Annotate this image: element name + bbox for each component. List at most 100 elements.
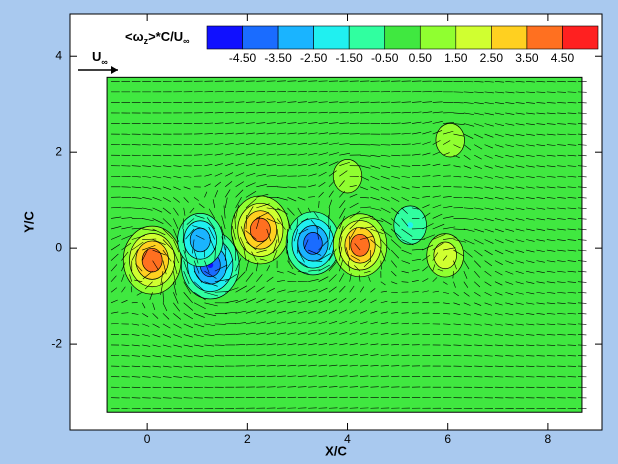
velocity-vector <box>121 344 130 346</box>
velocity-vector <box>411 258 421 261</box>
velocity-vector <box>121 355 130 357</box>
velocity-vector <box>526 102 535 104</box>
velocity-vector <box>225 300 238 304</box>
velocity-vector <box>297 153 308 156</box>
velocity-vector <box>152 302 156 311</box>
velocity-vector <box>214 122 224 124</box>
velocity-vector <box>463 197 473 199</box>
velocity-vector <box>391 186 400 191</box>
velocity-vector <box>515 270 524 274</box>
velocity-vector <box>173 239 180 253</box>
velocity-vector <box>484 323 493 326</box>
velocity-vector <box>526 112 535 115</box>
velocity-vector <box>183 386 193 389</box>
velocity-vector <box>474 165 483 169</box>
velocity-vector <box>567 165 577 167</box>
velocity-vector <box>303 239 309 250</box>
velocity-vector <box>401 207 408 214</box>
velocity-vector <box>339 132 350 135</box>
velocity-vector <box>557 249 566 252</box>
velocity-vector <box>411 132 422 135</box>
vortex-core <box>309 240 316 247</box>
velocity-vector <box>318 276 329 282</box>
velocity-vector <box>183 186 191 190</box>
velocity-vector <box>142 245 156 251</box>
velocity-vector <box>505 207 515 211</box>
velocity-vector <box>368 276 371 282</box>
velocity-vector <box>577 207 587 209</box>
velocity-vector <box>401 228 413 237</box>
velocity-vector <box>277 364 286 367</box>
velocity-vector <box>401 249 412 255</box>
velocity-vector <box>235 101 245 103</box>
velocity-vector <box>567 154 577 157</box>
velocity-vector <box>411 91 422 93</box>
velocity-vector <box>152 260 159 271</box>
velocity-vector <box>546 302 556 305</box>
velocity-vector <box>484 239 494 244</box>
velocity-vector <box>339 112 349 114</box>
velocity-vector <box>422 141 431 145</box>
velocity-vector <box>432 195 441 198</box>
velocity-vector <box>204 153 213 156</box>
velocity-vector <box>135 263 143 272</box>
velocity-vector <box>235 122 245 124</box>
velocity-vector <box>308 142 318 145</box>
velocity-vector <box>287 90 297 93</box>
velocity-vector <box>370 228 384 235</box>
velocity-vector <box>494 313 503 316</box>
velocity-vector <box>422 278 429 282</box>
velocity-vector <box>183 365 193 368</box>
velocity-vector <box>515 102 525 104</box>
velocity-vector <box>266 132 276 135</box>
velocity-vector <box>557 313 566 315</box>
velocity-vector <box>183 355 193 358</box>
velocity-vector <box>567 228 577 231</box>
velocity-vector <box>256 310 266 314</box>
velocity-vector <box>287 122 297 124</box>
velocity-vector <box>350 255 361 261</box>
velocity-vector <box>463 112 475 115</box>
velocity-vector <box>463 186 473 189</box>
velocity-vector <box>390 249 400 259</box>
velocity-vector <box>474 175 483 179</box>
velocity-vector <box>536 144 546 147</box>
velocity-vector <box>235 344 246 346</box>
velocity-vector <box>370 299 377 304</box>
velocity-vector <box>152 207 163 213</box>
velocity-vector <box>370 375 379 377</box>
velocity-vector <box>474 123 484 127</box>
velocity-vector <box>129 274 133 282</box>
velocity-vector <box>297 249 305 263</box>
velocity-vector <box>235 181 244 188</box>
velocity-vector <box>401 111 412 114</box>
velocity-vector <box>474 239 484 245</box>
velocity-vector <box>567 334 577 336</box>
velocity-vector <box>505 270 514 275</box>
velocity-vector <box>349 210 361 219</box>
colorbar-swatch <box>277 25 314 50</box>
velocity-vector <box>245 354 256 356</box>
velocity-vector <box>256 101 266 103</box>
velocity-vector <box>515 144 525 147</box>
velocity-vector <box>318 122 328 124</box>
velocity-vector <box>577 197 587 199</box>
velocity-vector <box>121 286 126 293</box>
velocity-vector <box>443 196 452 198</box>
velocity-vector <box>173 207 179 216</box>
velocity-vector <box>349 273 352 282</box>
velocity-vector <box>206 217 216 230</box>
velocity-vector <box>557 186 566 189</box>
velocity-vector <box>318 310 328 314</box>
velocity-vector <box>557 144 566 146</box>
velocity-vector <box>245 206 254 219</box>
velocity-vector <box>567 144 577 146</box>
velocity-vector <box>339 180 345 187</box>
velocity-vector <box>225 132 234 135</box>
velocity-vector <box>183 207 186 216</box>
velocity-vector <box>287 101 297 103</box>
velocity-vector <box>505 186 515 189</box>
velocity-vector <box>453 112 465 114</box>
velocity-vector <box>214 246 216 261</box>
velocity-vector <box>577 133 587 135</box>
